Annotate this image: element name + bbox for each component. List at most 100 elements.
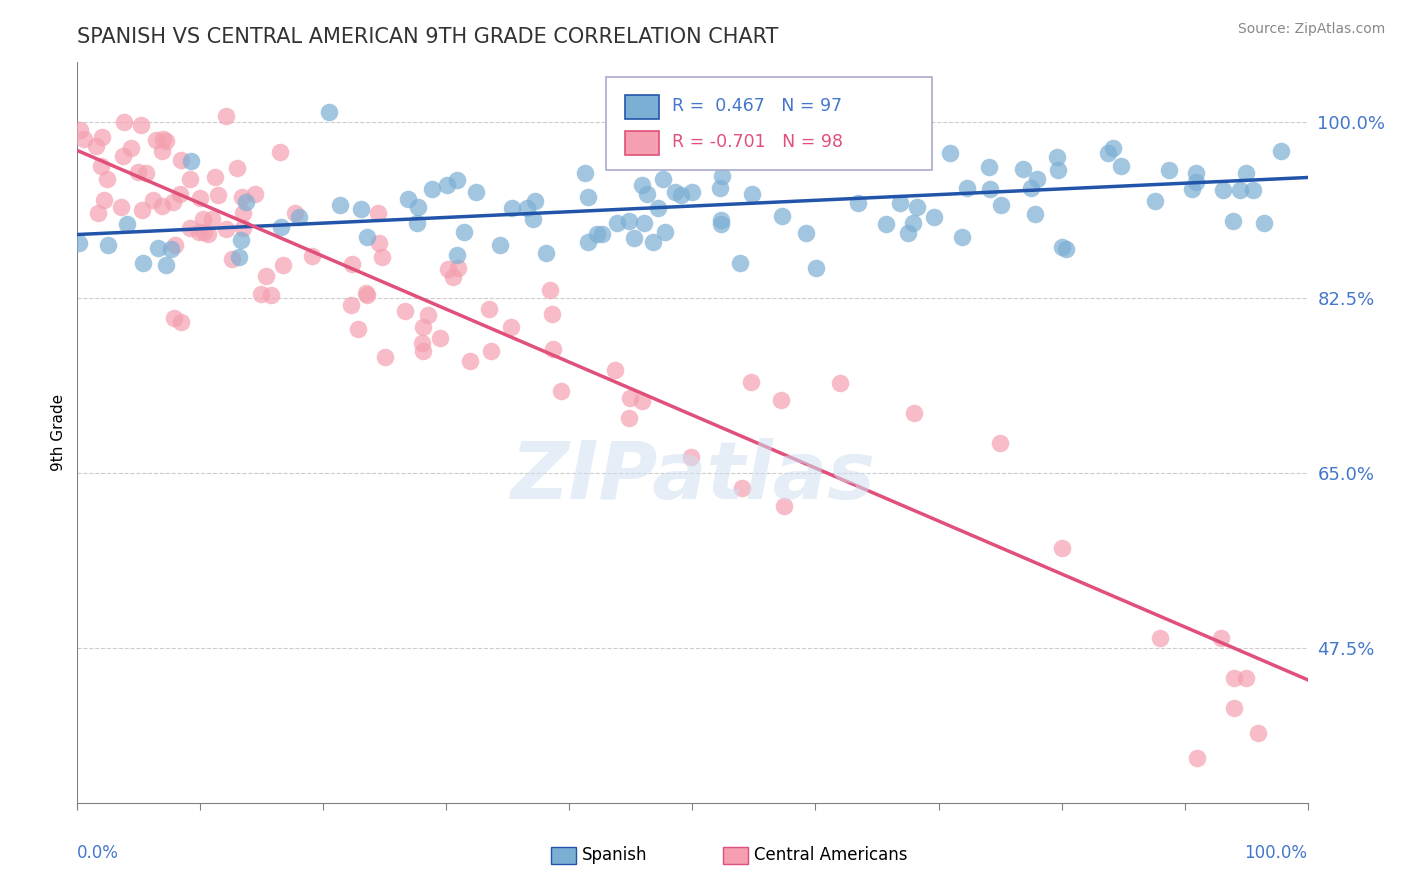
Point — [254, 269, 277, 284]
Point — [446, 173, 468, 187]
Point — [356, 287, 378, 301]
Point — [1149, 631, 1171, 645]
Point — [420, 182, 443, 196]
Point — [1046, 150, 1069, 164]
Point — [543, 343, 565, 357]
Point — [215, 109, 238, 123]
Point — [150, 145, 173, 159]
Point — [990, 198, 1012, 212]
Point — [897, 226, 920, 240]
Point — [112, 115, 135, 129]
Point — [606, 216, 628, 230]
Point — [142, 193, 165, 207]
Point — [770, 209, 793, 223]
Point — [550, 384, 572, 398]
Point — [846, 196, 869, 211]
Point — [131, 203, 153, 218]
Point — [93, 193, 115, 207]
Point — [1025, 171, 1047, 186]
Point — [903, 406, 925, 420]
Text: 100.0%: 100.0% — [1244, 844, 1308, 862]
Point — [679, 450, 702, 465]
Point — [631, 393, 654, 408]
Point — [623, 231, 645, 245]
Point — [901, 217, 924, 231]
Point — [160, 242, 183, 256]
Point — [1097, 145, 1119, 160]
Point — [576, 190, 599, 204]
Point — [288, 210, 311, 224]
Point — [329, 198, 352, 212]
Point — [1143, 194, 1166, 209]
Point — [465, 186, 488, 200]
Text: 0.0%: 0.0% — [77, 844, 120, 862]
Point — [586, 227, 609, 241]
Point — [318, 105, 340, 120]
Point — [121, 141, 143, 155]
Point — [1211, 631, 1233, 645]
Point — [231, 190, 253, 204]
Point — [647, 201, 669, 215]
Point — [641, 235, 664, 249]
Point — [939, 146, 962, 161]
Point — [90, 130, 112, 145]
Point — [260, 288, 283, 302]
Point — [458, 354, 481, 368]
Point — [90, 159, 112, 173]
Point — [619, 391, 641, 405]
Point — [1181, 182, 1204, 196]
Point — [541, 307, 564, 321]
Point — [522, 211, 544, 226]
Point — [681, 185, 703, 199]
Point — [875, 217, 897, 231]
Point — [169, 153, 191, 168]
Point — [180, 154, 202, 169]
Point — [350, 202, 373, 217]
Point — [148, 241, 170, 255]
Point — [979, 182, 1001, 196]
Point — [1234, 166, 1257, 180]
Point — [226, 161, 249, 175]
Point — [605, 362, 627, 376]
Point — [446, 248, 468, 262]
Point — [436, 262, 458, 277]
Point — [977, 161, 1000, 175]
Point — [710, 213, 733, 227]
Point — [215, 221, 238, 235]
Point — [664, 186, 686, 200]
Point — [1241, 183, 1264, 197]
Point — [96, 171, 118, 186]
Point — [270, 220, 292, 235]
Point — [412, 320, 434, 334]
Point — [922, 210, 945, 224]
Point — [1185, 751, 1208, 765]
Point — [367, 206, 389, 220]
Point — [127, 165, 149, 179]
Bar — [624, 95, 659, 120]
FancyBboxPatch shape — [606, 78, 932, 169]
Point — [354, 285, 377, 300]
Point — [347, 322, 370, 336]
Point — [117, 218, 139, 232]
Point — [84, 139, 107, 153]
Point — [356, 230, 378, 244]
Point — [617, 214, 640, 228]
Point — [271, 258, 294, 272]
Point — [711, 169, 734, 184]
Point — [179, 172, 201, 186]
Point — [411, 336, 433, 351]
Point — [489, 238, 512, 252]
Point — [150, 199, 173, 213]
Point — [179, 220, 201, 235]
Point — [187, 225, 209, 239]
Point — [524, 194, 547, 208]
Bar — [624, 130, 659, 155]
Point — [367, 236, 389, 251]
Point — [374, 350, 396, 364]
Point — [412, 343, 434, 358]
Point — [1101, 141, 1123, 155]
Point — [682, 151, 704, 165]
Point — [478, 301, 501, 316]
Point — [162, 194, 184, 209]
Point — [988, 435, 1011, 450]
